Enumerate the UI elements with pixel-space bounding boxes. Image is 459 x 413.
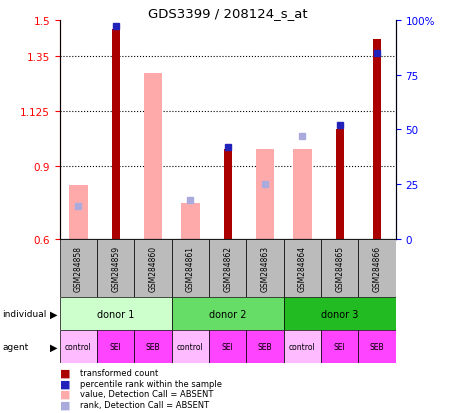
Text: control: control [288,342,315,351]
Text: GSM284866: GSM284866 [372,245,381,292]
Bar [208,240,246,297]
Bar [134,240,171,297]
Bar [358,240,395,297]
Bar [97,240,134,297]
Text: ■: ■ [60,389,70,399]
Bar [97,330,134,363]
Text: GSM284861: GSM284861 [185,245,195,292]
Text: GSM284864: GSM284864 [297,245,306,292]
Text: value, Detection Call = ABSENT: value, Detection Call = ABSENT [80,389,213,399]
Text: ▶: ▶ [50,342,57,352]
Bar [358,330,395,363]
Bar [292,150,311,240]
Title: GDS3399 / 208124_s_at: GDS3399 / 208124_s_at [147,7,307,19]
Bar [171,297,283,330]
Bar [171,330,208,363]
Text: SEB: SEB [146,342,160,351]
Bar [60,297,171,330]
Text: SEI: SEI [333,342,345,351]
Text: GSM284862: GSM284862 [223,245,232,292]
Bar [134,330,171,363]
Text: ■: ■ [60,368,70,377]
Text: ▶: ▶ [50,309,57,319]
Bar [246,330,283,363]
Bar [255,150,274,240]
Text: GSM284865: GSM284865 [335,245,343,292]
Text: percentile rank within the sample: percentile rank within the sample [80,379,222,388]
Text: agent: agent [2,342,28,351]
Bar [320,240,358,297]
Text: GSM284860: GSM284860 [148,245,157,292]
Bar [372,40,380,240]
Text: rank, Detection Call = ABSENT: rank, Detection Call = ABSENT [80,400,209,409]
Bar [181,203,199,240]
Bar [335,130,343,240]
Bar [246,240,283,297]
Bar [69,186,88,240]
Text: SEI: SEI [110,342,121,351]
Text: GSM284858: GSM284858 [74,245,83,292]
Bar [283,330,320,363]
Text: GSM284859: GSM284859 [111,245,120,292]
Text: donor 3: donor 3 [320,309,358,319]
Bar [283,240,320,297]
Text: donor 2: donor 2 [208,309,246,319]
Text: control: control [65,342,92,351]
Bar [283,297,395,330]
Bar [208,330,246,363]
Bar [60,240,97,297]
Bar [223,150,231,240]
Bar [144,74,162,240]
Text: SEI: SEI [221,342,233,351]
Bar [60,330,97,363]
Bar [112,31,120,240]
Text: GSM284863: GSM284863 [260,245,269,292]
Text: individual: individual [2,309,46,318]
Text: control: control [177,342,203,351]
Bar [171,240,208,297]
Text: ■: ■ [60,400,70,410]
Bar [320,330,358,363]
Text: SEB: SEB [257,342,272,351]
Text: donor 1: donor 1 [97,309,134,319]
Text: transformed count: transformed count [80,368,158,377]
Text: SEB: SEB [369,342,383,351]
Text: ■: ■ [60,378,70,388]
